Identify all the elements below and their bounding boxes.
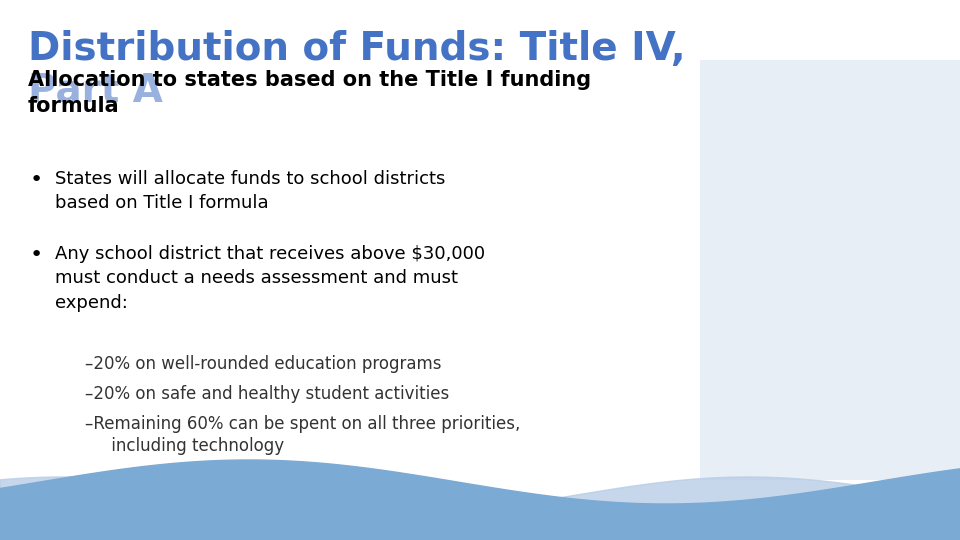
Text: –20% on safe and healthy student activities: –20% on safe and healthy student activit… [85,385,449,403]
Text: Allocation to states based on the Title I funding
formula: Allocation to states based on the Title … [28,70,591,116]
Text: States will allocate funds to school districts
based on Title I formula: States will allocate funds to school dis… [55,170,445,212]
Text: –20% on well-rounded education programs: –20% on well-rounded education programs [85,355,442,373]
Text: –Remaining 60% can be spent on all three priorities,
     including technology: –Remaining 60% can be spent on all three… [85,415,520,455]
Text: •: • [30,245,43,265]
Text: •: • [30,170,43,190]
Text: Part A: Part A [28,72,163,110]
Bar [700,60,960,480]
Text: Distribution of Funds: Title IV,: Distribution of Funds: Title IV, [28,30,685,68]
Text: Any school district that receives above $30,000
must conduct a needs assessment : Any school district that receives above … [55,245,485,312]
